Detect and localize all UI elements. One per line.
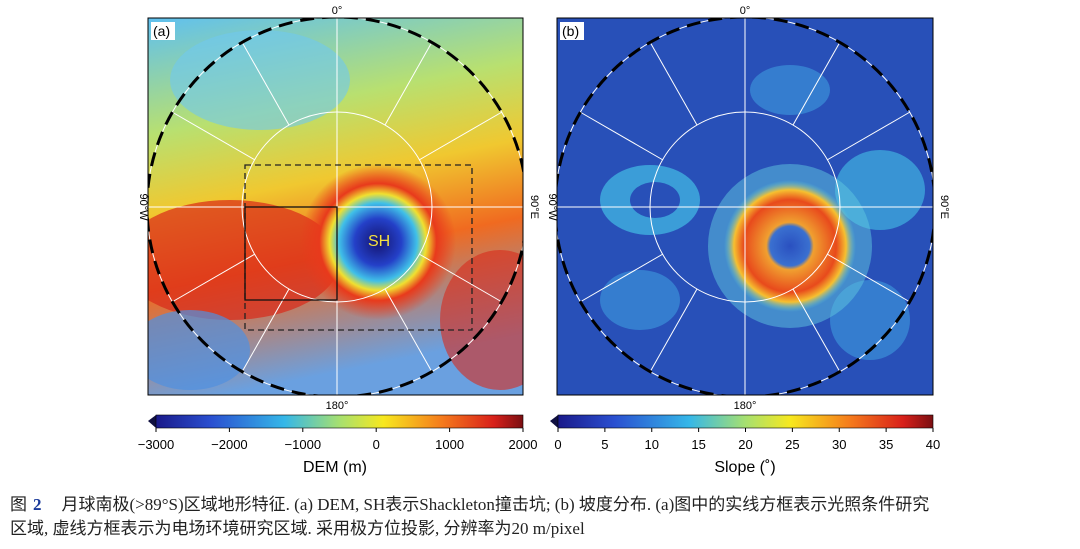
- figure-number: 2: [33, 495, 42, 514]
- colorbar-a: [148, 414, 524, 429]
- caption-text: 月球南极(>89°S)区域地形特征. (a) DEM, SH表示Shacklet…: [62, 495, 930, 514]
- colorbar-tick-label: 0: [373, 437, 380, 452]
- caption-line: 图 2 月球南极(>89°S)区域地形特征. (a) DEM, SH表示Shackl…: [10, 495, 929, 514]
- panel-b: [557, 18, 933, 395]
- colorbar-tick-label: −2000: [211, 437, 248, 452]
- colorbar-tick-label: 30: [832, 437, 846, 452]
- colorbar-tick-label: 0: [554, 437, 561, 452]
- frame: [556, 17, 934, 396]
- caption-line: 区域, 虚线方框表示为电场环境研究区域. 采用极方位投影, 分辨率为20 m/p…: [10, 519, 585, 538]
- figure-label: 图: [10, 495, 27, 514]
- axis-label: 180°: [734, 400, 757, 412]
- annotation: SH: [368, 233, 390, 250]
- colorbar-tick-label: 25: [785, 437, 799, 452]
- axis-label: 90°W: [546, 193, 558, 221]
- colorbar-tick-label: 40: [926, 437, 940, 452]
- colorbar-tick-label: 15: [691, 437, 705, 452]
- colorbar-tick-label: −3000: [138, 437, 175, 452]
- axis-label: 180°: [326, 400, 349, 412]
- label-bg: [560, 22, 584, 40]
- colorbar-tick-label: 10: [645, 437, 659, 452]
- colorbar-tick-label: 1000: [435, 437, 464, 452]
- colorbar-tick-label: 20: [738, 437, 752, 452]
- axis-label: 90°E: [528, 195, 540, 219]
- colorbar-label: DEM (m): [303, 459, 367, 476]
- colorbar-tick-label: 35: [879, 437, 893, 452]
- axis-label: 90°W: [137, 193, 149, 221]
- axis-label: 0°: [332, 5, 343, 17]
- colorbar-tick-label: −1000: [285, 437, 322, 452]
- colorbar-tick-label: 5: [601, 437, 608, 452]
- axis-label: 0°: [740, 5, 751, 17]
- frame: [147, 17, 524, 396]
- panel-label: (a): [153, 23, 170, 39]
- panel-label: (b): [562, 23, 579, 39]
- axis-label: 90°E: [938, 195, 950, 219]
- colorbar-b: [550, 414, 934, 429]
- panel-a: [148, 18, 523, 395]
- colorbar-tick-label: 2000: [509, 437, 538, 452]
- colorbar-label: Slope (˚): [714, 459, 775, 476]
- label-bg: [151, 22, 175, 40]
